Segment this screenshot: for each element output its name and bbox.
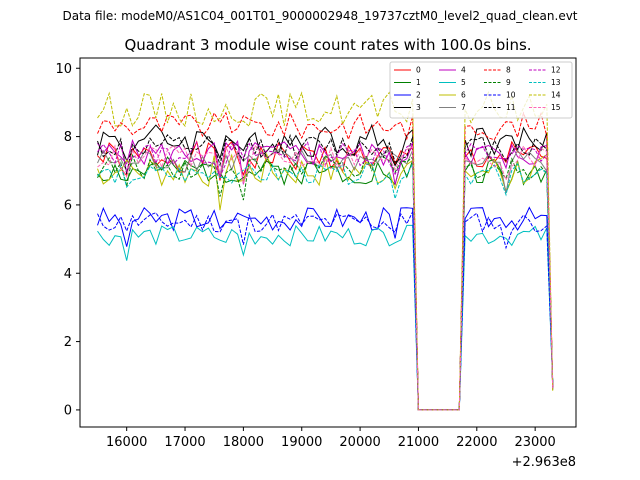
x-tick-label: 16000 — [106, 435, 147, 450]
x-tick-label: 20000 — [339, 435, 380, 450]
chart-title: Quadrant 3 module wise count rates with … — [124, 36, 531, 54]
series-line-12 — [97, 141, 554, 411]
y-axis: 0 2 4 6 8 10 — [55, 62, 80, 418]
x-tick-label: 23000 — [514, 435, 555, 450]
plot-area-frame — [79, 57, 577, 428]
series-line-0 — [97, 140, 554, 411]
legend-label: 8 — [506, 66, 511, 75]
y-tick-label: 8 — [64, 130, 72, 145]
series-line-5 — [97, 224, 554, 411]
legend-label: 5 — [461, 78, 466, 87]
legend-label: 15 — [551, 103, 561, 112]
y-tick-label: 10 — [55, 62, 72, 77]
series-line-10 — [97, 211, 554, 411]
legend-box — [389, 61, 573, 119]
legend-label: 1 — [416, 78, 421, 87]
series-line-8 — [97, 111, 554, 411]
x-offset-label: +2.963e8 — [512, 455, 576, 470]
x-tick-label: 17000 — [164, 435, 205, 450]
legend-label: 10 — [506, 91, 516, 100]
series-line-13 — [97, 163, 554, 411]
series-line-11 — [97, 133, 554, 411]
legend-label: 12 — [551, 66, 561, 75]
legend-label: 3 — [416, 103, 421, 112]
legend-label: 4 — [461, 66, 466, 75]
legend-label: 7 — [461, 103, 466, 112]
y-tick-label: 2 — [64, 335, 72, 350]
series-line-14 — [97, 90, 554, 411]
y-tick-label: 4 — [64, 267, 72, 282]
legend-label: 6 — [461, 91, 466, 100]
legend-label: 11 — [506, 103, 516, 112]
legend-label: 9 — [506, 78, 511, 87]
y-tick-label: 0 — [64, 403, 72, 418]
x-tick-label: 22000 — [456, 435, 497, 450]
x-axis: 16000 17000 18000 19000 20000 21000 22000 23000 — [106, 427, 556, 450]
series-line-4 — [97, 138, 554, 411]
plot-lines — [97, 90, 554, 411]
series-line-7 — [97, 149, 554, 411]
legend-label: 2 — [416, 91, 421, 100]
series-line-2 — [97, 206, 554, 411]
x-tick-label: 18000 — [223, 435, 264, 450]
chart-suptitle: Data file: modeM0/AS1C04_001T01_90000029… — [62, 9, 577, 23]
legend-label: 0 — [416, 66, 421, 75]
legend-label: 14 — [551, 91, 561, 100]
legend-label: 13 — [551, 78, 561, 87]
series-line-3 — [97, 123, 554, 411]
series-line-1 — [97, 156, 554, 411]
series-line-15 — [97, 144, 554, 411]
x-tick-label: 21000 — [398, 435, 439, 450]
series-line-9 — [97, 153, 554, 411]
y-tick-label: 6 — [64, 198, 72, 213]
x-tick-label: 19000 — [281, 435, 322, 450]
series-line-6 — [97, 152, 554, 411]
